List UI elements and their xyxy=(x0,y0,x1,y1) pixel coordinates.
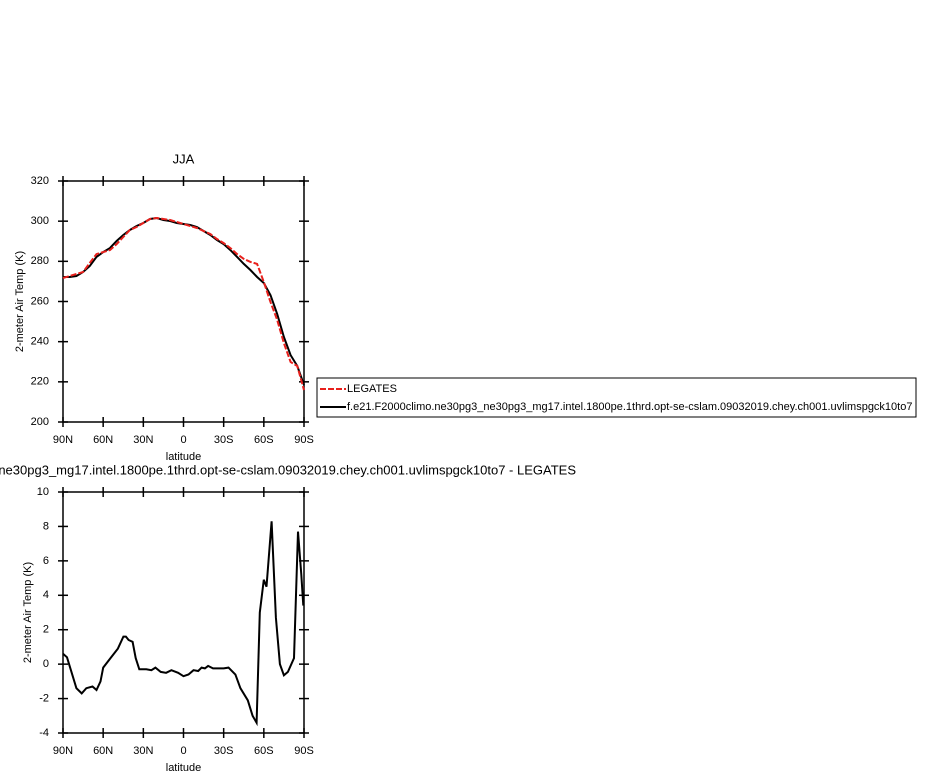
x-tick-label: 90N xyxy=(53,745,73,757)
chart-title: f.e21.F2000climo.ne30pg3_ne30pg3_mg17.in… xyxy=(0,462,576,477)
y-tick-label: -4 xyxy=(39,727,49,739)
y-tick-label: 2 xyxy=(43,624,49,636)
x-tick-label: 30S xyxy=(214,745,234,757)
y-tick-label: 320 xyxy=(31,175,49,187)
plot-frame xyxy=(62,491,305,734)
x-tick-label: 60S xyxy=(254,434,274,446)
x-tick-label: 30S xyxy=(214,434,234,446)
x-tick-label: 0 xyxy=(180,434,186,446)
plot-frame xyxy=(62,180,305,423)
y-axis-label: 2-meter Air Temp (K) xyxy=(22,562,34,663)
x-tick-label: 60N xyxy=(93,434,113,446)
x-tick-label: 90S xyxy=(294,745,314,757)
x-axis-label: latitude xyxy=(166,762,201,774)
data-line xyxy=(62,521,305,727)
y-tick-label: -2 xyxy=(39,692,49,704)
y-tick-label: 240 xyxy=(31,336,49,348)
x-tick-label: 0 xyxy=(180,745,186,757)
y-tick-label: 0 xyxy=(43,658,49,670)
y-tick-label: 200 xyxy=(31,416,49,428)
y-axis-label: 2-meter Air Temp (K) xyxy=(14,251,26,352)
y-tick-label: 6 xyxy=(43,555,49,567)
legend-box xyxy=(316,377,917,418)
x-tick-label: 30N xyxy=(133,745,153,757)
y-tick-label: 10 xyxy=(37,486,49,498)
x-tick-label: 60S xyxy=(254,745,274,757)
y-tick-label: 220 xyxy=(31,376,49,388)
y-tick-label: 8 xyxy=(43,520,49,532)
data-line xyxy=(63,216,305,386)
legend-label: LEGATES xyxy=(347,383,397,395)
y-tick-label: 300 xyxy=(31,215,49,227)
data-line xyxy=(62,216,305,391)
y-tick-label: 4 xyxy=(43,589,49,601)
x-axis-label: latitude xyxy=(166,451,201,463)
x-tick-label: 60N xyxy=(93,745,113,757)
chart-title: JJA xyxy=(173,151,195,166)
y-tick-label: 280 xyxy=(31,255,49,267)
legend-label: f.e21.F2000climo.ne30pg3_ne30pg3_mg17.in… xyxy=(347,401,912,413)
x-tick-label: 90N xyxy=(53,434,73,446)
x-tick-label: 30N xyxy=(133,434,153,446)
x-tick-label: 90S xyxy=(294,434,314,446)
y-tick-label: 260 xyxy=(31,295,49,307)
